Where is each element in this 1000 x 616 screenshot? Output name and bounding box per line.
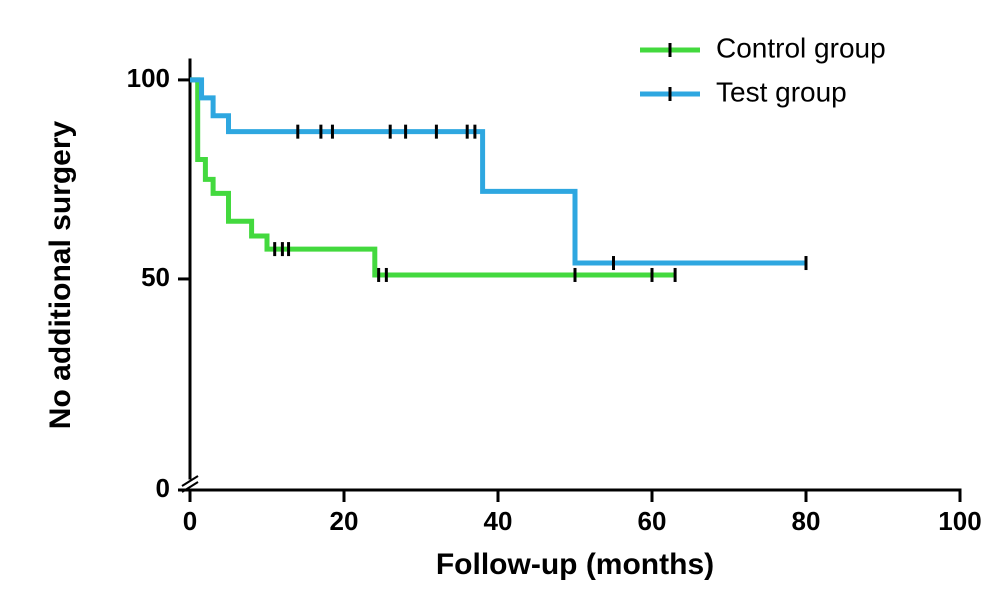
x-tick-label: 60: [638, 506, 667, 536]
x-tick-label: 100: [938, 506, 981, 536]
x-tick-label: 40: [484, 506, 513, 536]
series-line: [190, 80, 806, 263]
legend-label: Control group: [716, 32, 886, 63]
y-tick-label: 0: [156, 473, 170, 503]
km-chart: 0 50 100 No additional surgery 0 20 40 60 80 100 F…: [0, 0, 1000, 616]
series-line: [190, 80, 675, 275]
x-axis-label: Follow-up (months): [436, 548, 714, 581]
chart-svg: 0 50 100 No additional surgery 0 20 40 60 80 100 F…: [0, 0, 1000, 616]
y-tick-label: 100: [127, 63, 170, 93]
x-tick-label: 0: [183, 506, 197, 536]
x-tick-label: 20: [330, 506, 359, 536]
x-tick-label: 80: [792, 506, 821, 536]
y-tick-label: 50: [141, 262, 170, 292]
y-axis-label: No additional surgery: [44, 121, 77, 430]
legend-label: Test group: [716, 76, 847, 107]
